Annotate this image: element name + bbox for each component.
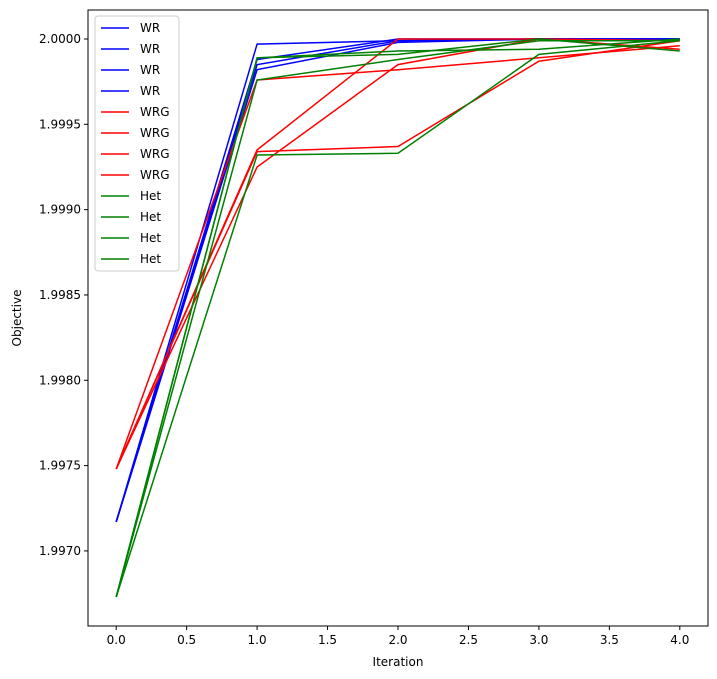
legend-label: Het — [140, 231, 161, 245]
x-tick-label: 3.0 — [529, 633, 548, 647]
legend-label: WRG — [140, 105, 170, 119]
y-tick-label: 1.9995 — [39, 117, 81, 131]
x-axis: 0.0 0.5 1.0 1.5 2.0 2.5 3.0 3.5 4.0 — [107, 626, 689, 647]
y-tick-label: 1.9990 — [39, 203, 81, 217]
y-tick-label: 1.9985 — [39, 288, 81, 302]
series-line-wrg-4 — [115, 45, 680, 470]
legend-label: WR — [140, 63, 160, 77]
y-tick-label: 1.9970 — [39, 544, 81, 558]
legend-label: WR — [140, 21, 160, 35]
legend-box — [94, 15, 180, 272]
series-line-het-9 — [115, 38, 680, 598]
series-line-wr-1 — [115, 38, 680, 523]
y-axis: 1.9970 1.9975 1.9980 1.9985 1.9990 1.9995 2.00… — [39, 32, 88, 558]
y-tick-label: 2.0000 — [39, 32, 81, 46]
legend-label: WR — [140, 42, 160, 56]
series-line-wr-2 — [115, 38, 680, 523]
y-tick-label: 1.9975 — [39, 459, 81, 473]
series-line-wr-3 — [115, 38, 680, 523]
series-line-wrg-6 — [115, 39, 680, 470]
x-tick-label: 3.5 — [600, 633, 619, 647]
legend: WR WR WR WR WRG WRG WRG WRG Het Het Het Het — [94, 15, 180, 272]
series-line-wrg-5 — [115, 38, 680, 470]
plot-frame — [87, 9, 709, 627]
x-tick-label: 2.5 — [459, 633, 478, 647]
x-tick-label: 1.5 — [318, 633, 337, 647]
x-tick-label: 2.0 — [388, 633, 407, 647]
legend-label: WR — [140, 84, 160, 98]
x-tick-label: 4.0 — [670, 633, 689, 647]
y-tick-label: 1.9980 — [39, 373, 81, 387]
series-line-het-8 — [115, 38, 680, 598]
series-lines — [115, 38, 680, 598]
x-tick-label: 1.0 — [248, 633, 267, 647]
series-line-het-10 — [115, 39, 680, 598]
series-line-wr-0 — [115, 38, 680, 523]
legend-label: WRG — [140, 126, 170, 140]
legend-label: Het — [140, 252, 161, 266]
legend-label: Het — [140, 210, 161, 224]
y-axis-label: Objective — [10, 290, 24, 347]
x-axis-label: Iteration — [373, 655, 424, 669]
series-line-wrg-7 — [115, 38, 680, 470]
legend-label: Het — [140, 189, 161, 203]
series-line-het-11 — [115, 39, 680, 598]
legend-label: WRG — [140, 147, 170, 161]
x-tick-label: 0.0 — [107, 633, 126, 647]
legend-label: WRG — [140, 168, 170, 182]
x-tick-label: 0.5 — [177, 633, 196, 647]
